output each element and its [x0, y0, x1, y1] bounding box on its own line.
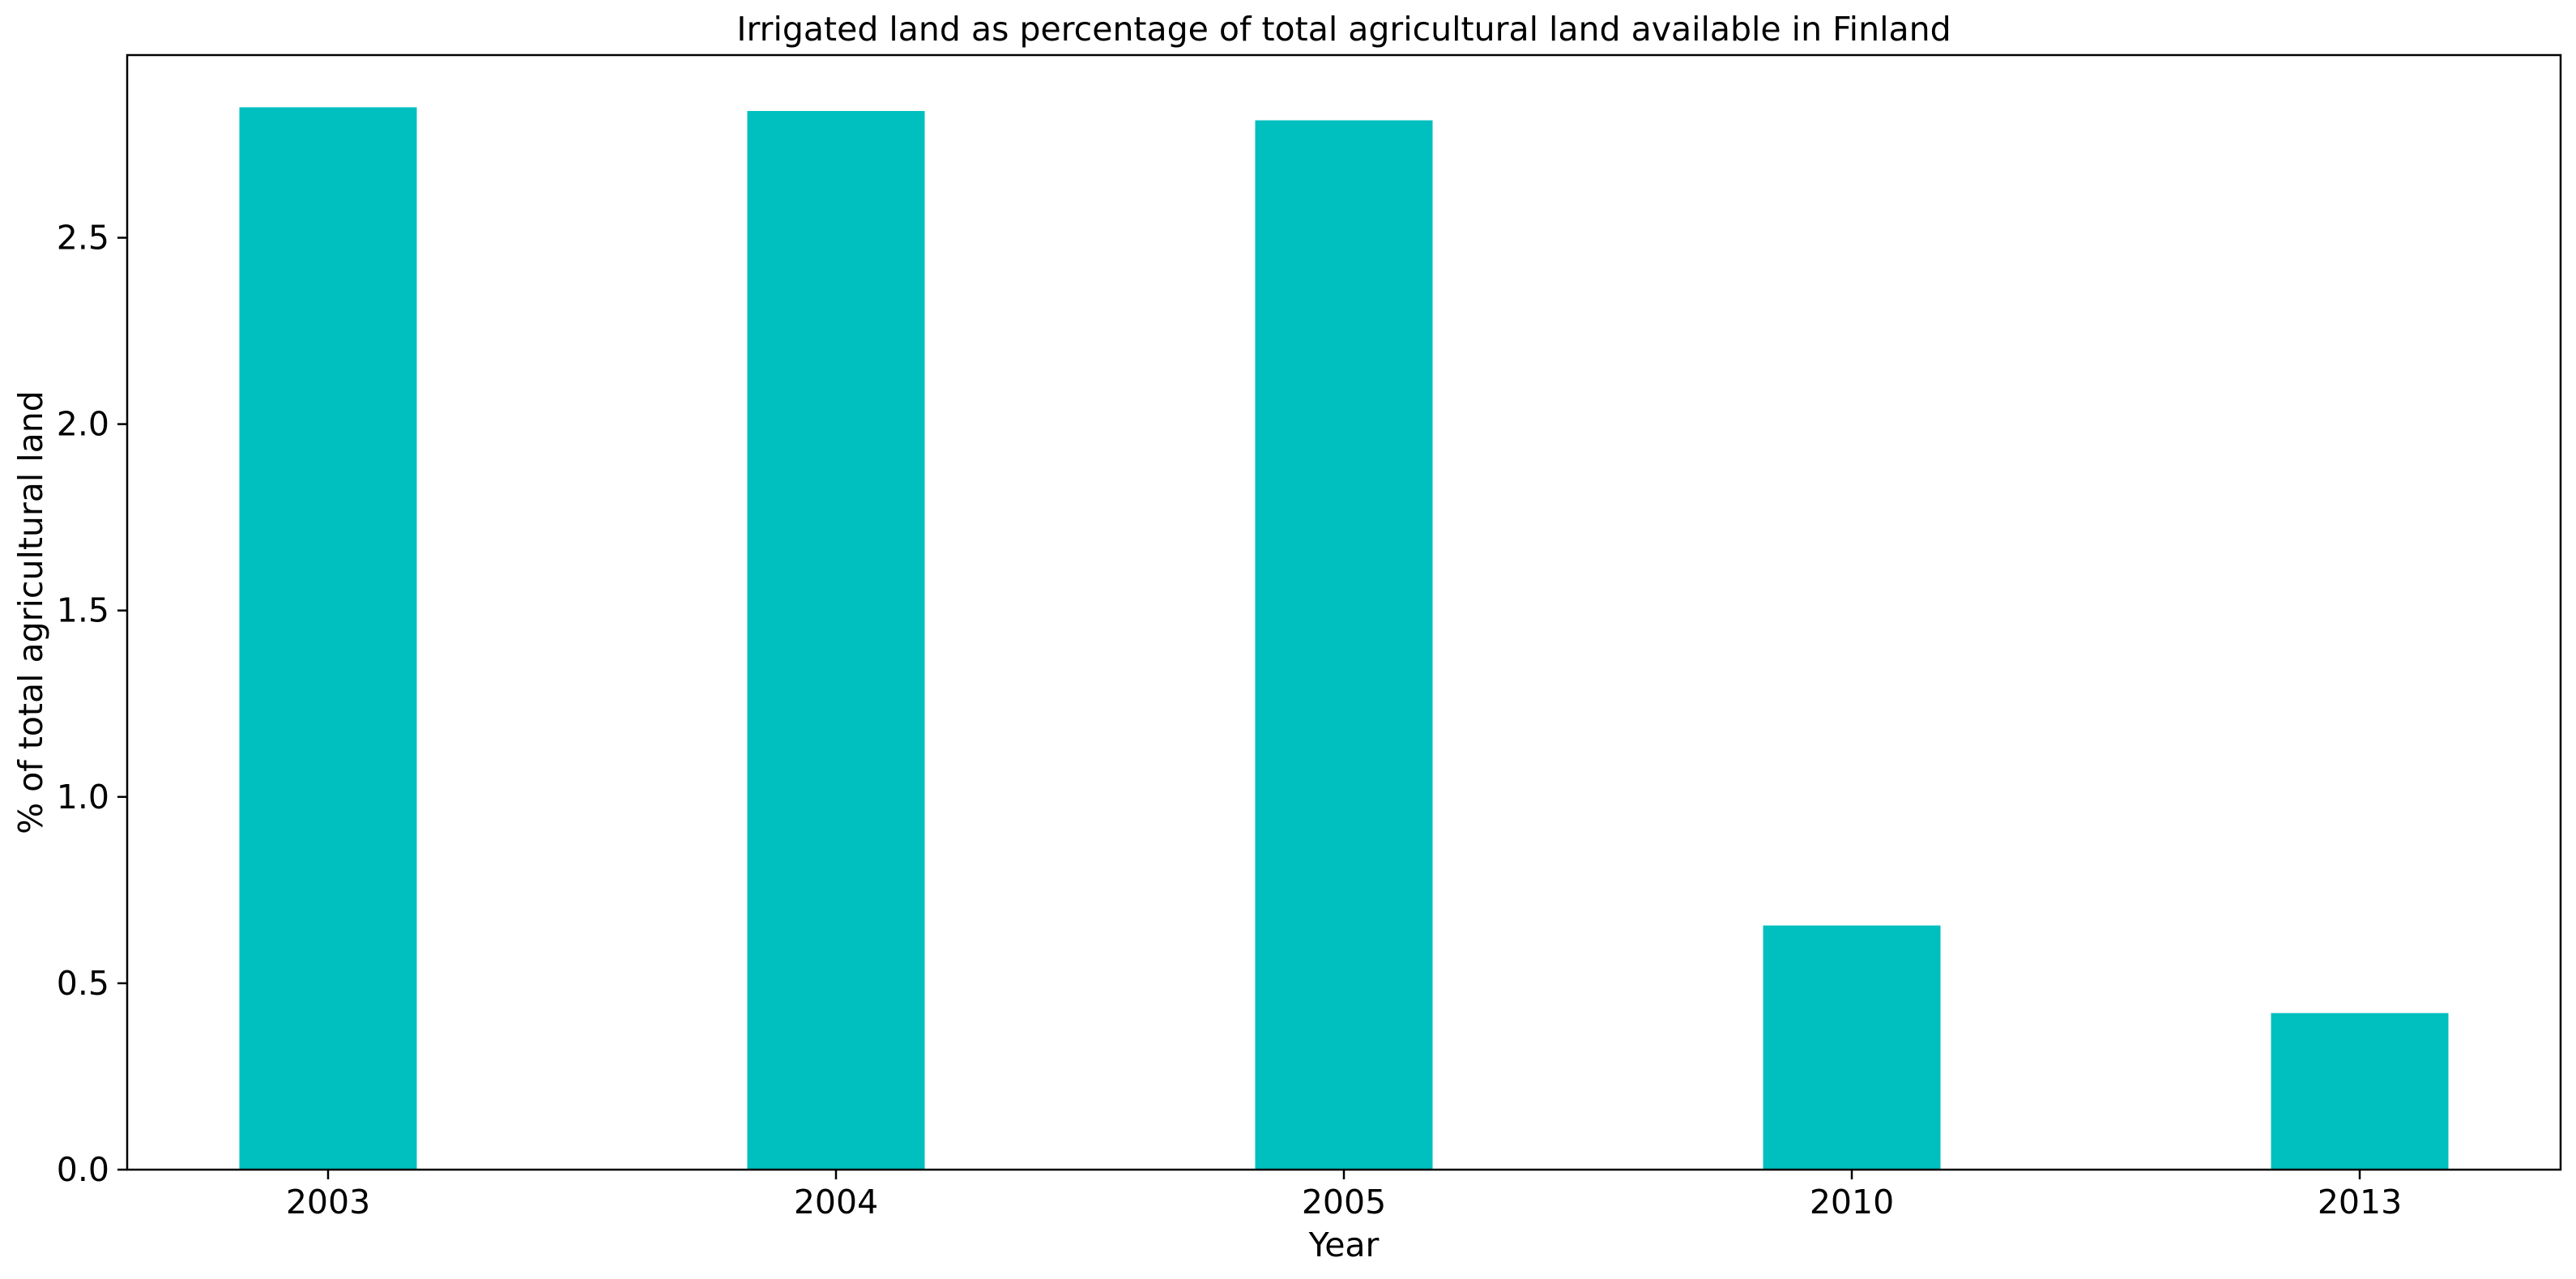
plot-frame — [126, 53, 2562, 1171]
y-tick-label-1.5: 1.5 — [57, 591, 109, 630]
bar-2003 — [239, 107, 417, 1170]
x-axis-ticks: 2003 2004 2005 2010 2013 — [286, 1170, 2402, 1221]
bars-group — [239, 107, 2449, 1170]
x-tick-label-2005: 2005 — [1302, 1183, 1386, 1221]
bar-2005 — [1255, 120, 1433, 1170]
x-tick-label-2010: 2010 — [1810, 1183, 1894, 1221]
y-tick-label-0.5: 0.5 — [57, 964, 109, 1003]
y-tick-label-0.0: 0.0 — [57, 1150, 109, 1189]
y-axis-ticks: 0.0 0.5 1.0 1.5 2.0 2.5 — [57, 218, 127, 1189]
bar-2013 — [2271, 1013, 2449, 1170]
bar-2010 — [1763, 925, 1941, 1170]
chart-title: Irrigated land as percentage of total ag… — [736, 10, 1951, 49]
y-axis-label: % of total agricultural land — [11, 390, 50, 834]
x-tick-label-2004: 2004 — [794, 1183, 878, 1221]
bar-2004 — [747, 111, 925, 1170]
x-axis-label: Year — [1308, 1226, 1380, 1264]
x-tick-label-2003: 2003 — [286, 1183, 370, 1221]
y-tick-label-2.5: 2.5 — [57, 218, 109, 257]
y-tick-label-1.0: 1.0 — [57, 778, 109, 816]
y-tick-label-2.0: 2.0 — [57, 405, 109, 444]
x-tick-label-2013: 2013 — [2318, 1183, 2402, 1221]
